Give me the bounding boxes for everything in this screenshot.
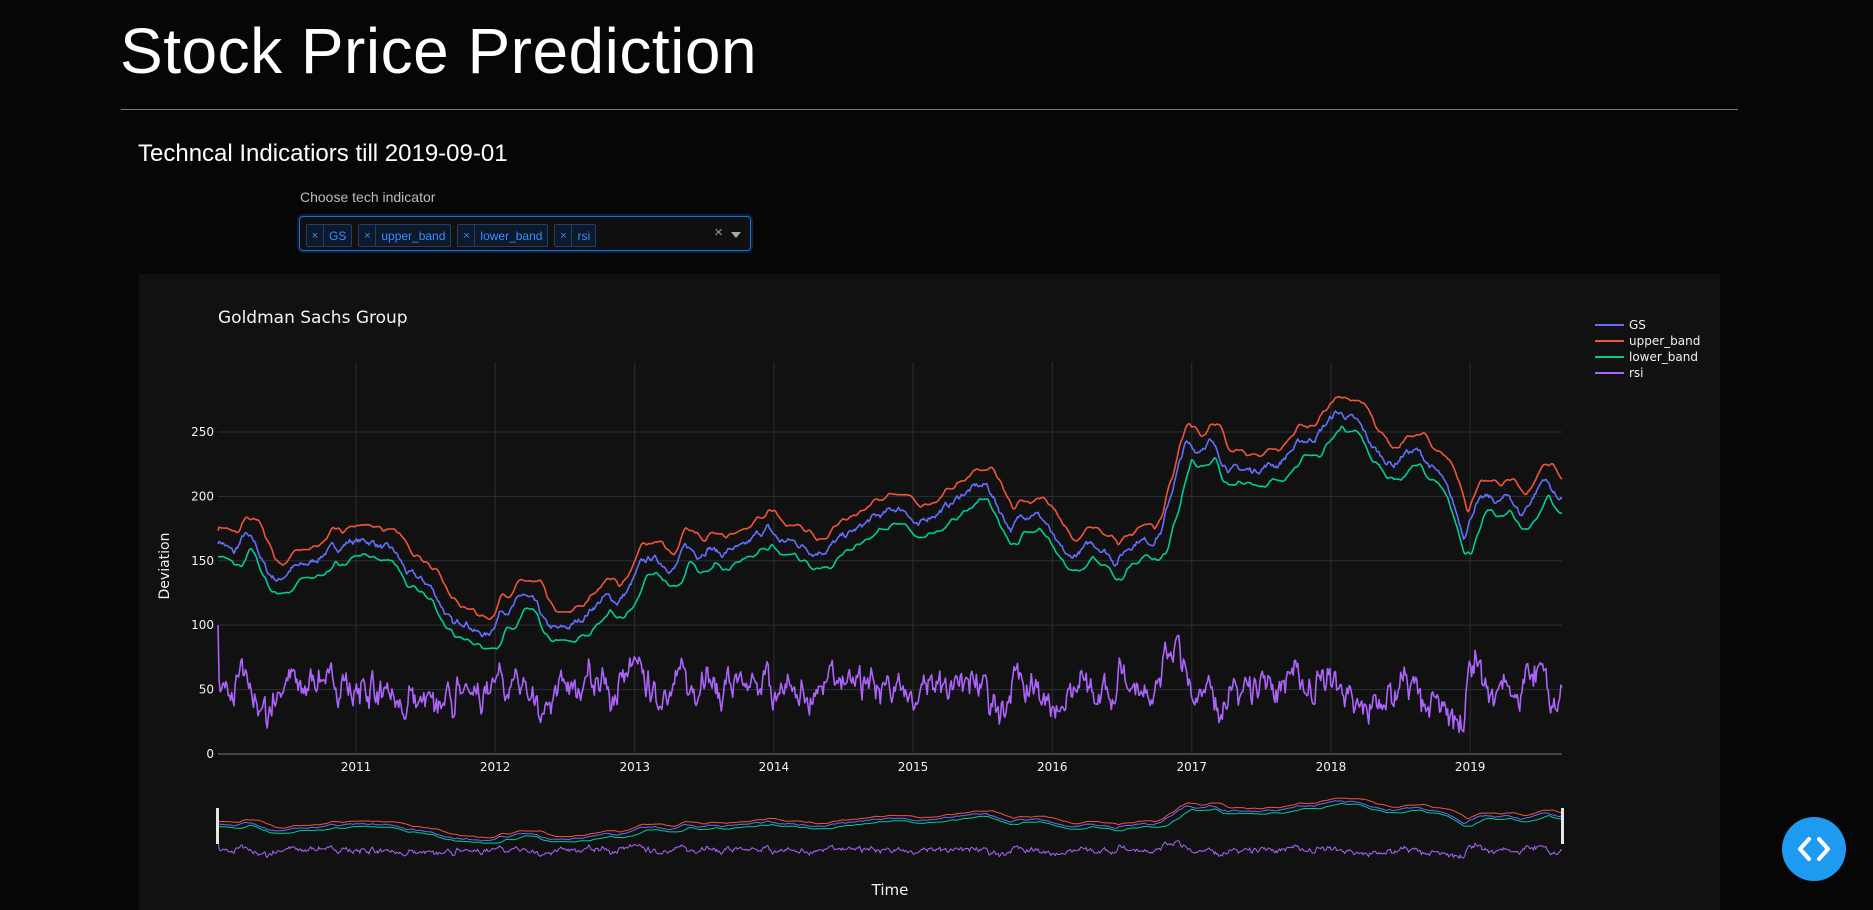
chart-grid <box>218 362 1562 755</box>
remove-chip-icon[interactable]: × <box>307 225 324 246</box>
chip-label: lower_band <box>480 228 543 243</box>
x-tick-label: 2015 <box>898 760 929 774</box>
slider-line-upper-band <box>217 797 1563 839</box>
legend-item-rsi[interactable]: rsi <box>1595 366 1644 380</box>
chip-gs: × GS <box>306 224 353 247</box>
slider-line-GS <box>217 800 1563 842</box>
selected-chips: × GS × upper_band × lower_band × rsi <box>306 224 597 247</box>
chip-label: upper_band <box>381 228 446 243</box>
legend-label: lower_band <box>1629 350 1698 364</box>
x-tick-label: 2014 <box>759 760 790 774</box>
chevron-down-icon[interactable] <box>731 232 741 238</box>
slider-line-lower-band <box>217 802 1562 844</box>
chart-panel[interactable]: Goldman Sachs Group 0 50 100 150 200 250 2011… <box>139 274 1720 910</box>
page-title: Stock Price Prediction <box>120 15 758 87</box>
tech-indicator-multiselect[interactable]: × GS × upper_band × lower_band × rsi × <box>299 216 751 251</box>
code-toggle-button[interactable] <box>1782 817 1846 881</box>
y-tick-label: 50 <box>199 683 214 697</box>
x-tick-label: 2012 <box>480 760 511 774</box>
x-tick-label: 2017 <box>1177 760 1208 774</box>
chart-series <box>217 395 1563 734</box>
legend-label: upper_band <box>1629 334 1700 348</box>
chart-title: Goldman Sachs Group <box>218 308 408 328</box>
chip-rsi: × rsi <box>554 224 597 247</box>
remove-chip-icon[interactable]: × <box>359 225 377 246</box>
chip-label: rsi <box>577 228 591 243</box>
legend-item-upper-band[interactable]: upper_band <box>1595 334 1700 348</box>
chip-upper-band: × upper_band <box>358 224 452 247</box>
y-axis-ticks: 0 50 100 150 200 250 <box>191 425 214 761</box>
series-line-lower-band <box>217 425 1563 650</box>
range-slider[interactable] <box>216 797 1564 860</box>
y-tick-label: 150 <box>191 554 214 568</box>
title-divider <box>121 109 1738 110</box>
chip-label: GS <box>329 228 347 243</box>
y-tick-label: 0 <box>206 747 214 761</box>
x-axis-ticks: 2011 2012 2013 2014 2015 2016 2017 2018 2019 <box>341 760 1486 774</box>
x-tick-label: 2016 <box>1037 760 1068 774</box>
x-tick-label: 2011 <box>341 760 372 774</box>
legend-item-lower-band[interactable]: lower_band <box>1595 350 1698 364</box>
x-tick-label: 2018 <box>1316 760 1347 774</box>
remove-chip-icon[interactable]: × <box>458 225 476 246</box>
slider-handle-right[interactable] <box>1561 808 1564 844</box>
series-line-GS <box>217 410 1563 638</box>
x-tick-label: 2013 <box>619 760 650 774</box>
slider-handle-left[interactable] <box>216 808 219 844</box>
slider-line-rsi <box>217 838 1563 860</box>
y-tick-label: 100 <box>191 618 214 632</box>
section-heading: Techncal Indicatiors till 2019-09-01 <box>138 140 508 167</box>
y-tick-label: 200 <box>191 489 214 503</box>
series-line-upper-band <box>217 395 1563 620</box>
dropdown-label: Choose tech indicator <box>300 189 436 205</box>
chip-lower-band: × lower_band <box>457 224 549 247</box>
legend-label: GS <box>1629 318 1646 332</box>
remove-chip-icon[interactable]: × <box>555 225 573 246</box>
y-axis-label: Deviation <box>157 533 173 600</box>
y-tick-label: 250 <box>191 425 214 439</box>
code-brackets-icon <box>1798 837 1830 861</box>
stock-chart[interactable]: Goldman Sachs Group 0 50 100 150 200 250 2011… <box>139 274 1720 910</box>
x-tick-label: 2019 <box>1455 760 1486 774</box>
clear-all-icon[interactable]: × <box>714 224 723 241</box>
legend-item-GS[interactable]: GS <box>1595 318 1646 332</box>
legend-label: rsi <box>1629 366 1644 380</box>
x-axis-label: Time <box>871 881 909 899</box>
series-line-rsi <box>217 625 1563 734</box>
